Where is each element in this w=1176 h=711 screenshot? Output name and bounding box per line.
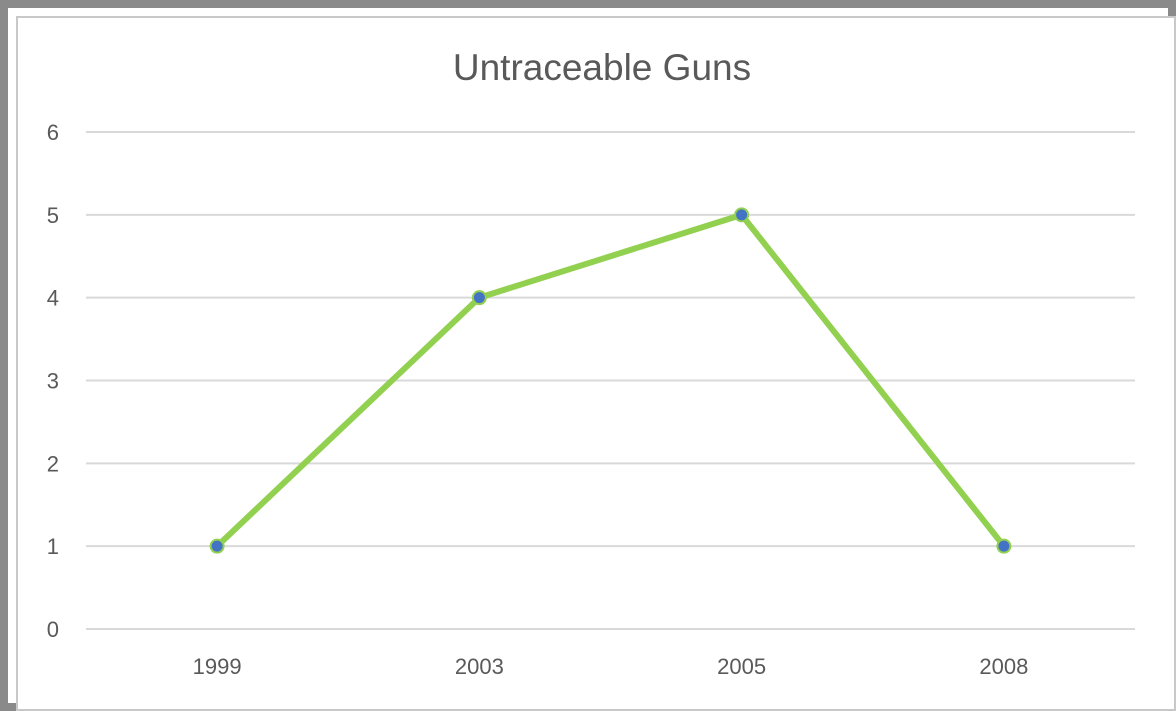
x-tick-label: 2005 (717, 654, 766, 679)
data-point (471, 290, 487, 306)
y-tick-label: 4 (47, 286, 59, 311)
y-tick-label: 1 (47, 534, 59, 559)
y-tick-label: 3 (47, 369, 59, 394)
y-tick-label: 2 (47, 451, 59, 476)
y-tick-label: 5 (47, 203, 59, 228)
x-tick-label: 2008 (979, 654, 1028, 679)
data-point (209, 538, 225, 554)
y-axis-labels: 0 1 2 3 4 5 6 (47, 120, 59, 642)
series-layer (209, 207, 1012, 554)
data-point (734, 207, 750, 223)
y-tick-label: 0 (47, 617, 59, 642)
y-tick-label: 6 (47, 120, 59, 145)
gridlines (86, 131, 1135, 630)
x-axis-labels: 1999 2003 2005 2008 (193, 654, 1029, 679)
data-point (996, 538, 1012, 554)
x-tick-label: 1999 (193, 654, 242, 679)
chart-title: Untraceable Guns (453, 47, 751, 88)
x-tick-label: 2003 (455, 654, 504, 679)
series-line (214, 211, 1007, 550)
